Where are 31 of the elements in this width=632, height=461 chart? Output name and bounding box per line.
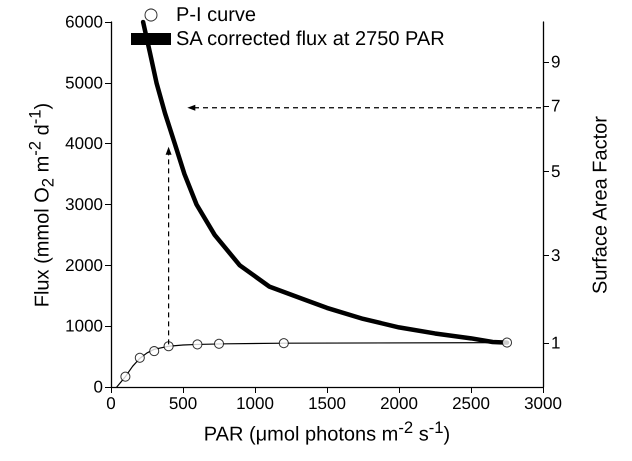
- point: [278, 338, 289, 348]
- point: [134, 352, 145, 363]
- category-label: 7: [551, 96, 560, 116]
- x-tick-label: 0: [106, 394, 116, 413]
- x-tick-label: 2000: [380, 394, 418, 413]
- point: [502, 338, 512, 348]
- y-tick-label: 3000: [65, 195, 103, 214]
- legend-label: SA corrected flux at 2750 PAR: [176, 28, 445, 50]
- y-tick-label: 0: [94, 378, 103, 396]
- category-label: 1: [551, 334, 560, 353]
- point: [120, 372, 130, 382]
- category-label: 3: [551, 246, 560, 266]
- point: [214, 338, 224, 349]
- y-tick-label: 1000: [65, 316, 103, 336]
- x-tick-label: 1500: [308, 394, 346, 413]
- y-tick-label: 5000: [65, 73, 103, 92]
- y-tick-label: 6000: [65, 12, 103, 32]
- y-tick-label: 2000: [65, 256, 103, 275]
- y-tick-label: 4000: [65, 134, 103, 154]
- category-label: 5: [551, 162, 560, 182]
- category-label: 9: [551, 52, 560, 72]
- x-tick-label: 3000: [524, 394, 562, 413]
- x-tick-label: 2500: [452, 394, 490, 413]
- point: [164, 341, 174, 352]
- point: [192, 339, 202, 350]
- legend-label: P-I curve: [176, 4, 256, 26]
- x-tick-label: 1000: [236, 394, 274, 413]
- x-axis-title: PAR (μmol photons m$^{-2}$ s$^{-1}$): [204, 418, 450, 447]
- point: [149, 346, 160, 356]
- x-tick-label: 500: [168, 394, 198, 413]
- y2-axis-title: Surface Area Factor: [590, 116, 612, 294]
